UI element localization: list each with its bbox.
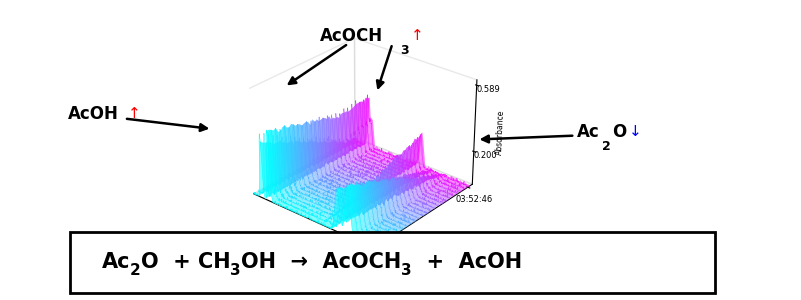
Text: ↑: ↑ — [411, 28, 424, 44]
Text: 3: 3 — [401, 263, 412, 278]
Text: O  + CH: O + CH — [141, 253, 230, 272]
Text: 2: 2 — [602, 140, 610, 154]
Text: +  AcOH: + AcOH — [412, 253, 522, 272]
Text: 3: 3 — [400, 44, 409, 58]
Text: AcOCH: AcOCH — [320, 27, 384, 45]
Text: O: O — [612, 123, 626, 141]
FancyBboxPatch shape — [70, 232, 715, 293]
Text: Ac: Ac — [102, 253, 130, 272]
Text: Ac: Ac — [577, 123, 599, 141]
Text: OH  →  AcOCH: OH → AcOCH — [241, 253, 401, 272]
Text: ↓: ↓ — [629, 124, 642, 140]
Text: AcOH: AcOH — [68, 105, 119, 123]
Text: 2: 2 — [130, 263, 141, 278]
Text: ↑: ↑ — [128, 106, 141, 122]
Text: 3: 3 — [230, 263, 241, 278]
